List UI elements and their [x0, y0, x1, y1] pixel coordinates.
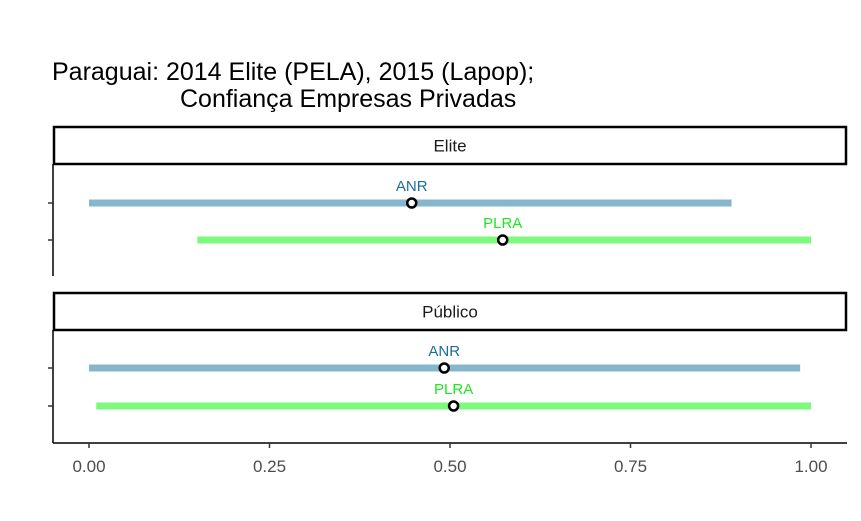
x-tick-label-4: 1.00	[794, 457, 827, 476]
point-elite-anr	[405, 197, 418, 209]
strip-label-elite: Elite	[433, 137, 466, 156]
point-elite-plra	[496, 234, 509, 246]
point-publico-anr	[438, 362, 450, 374]
x-tick-label-0: 0.00	[72, 457, 105, 476]
point-label-publico-anr: ANR	[428, 343, 460, 360]
strip-publico	[52, 291, 848, 332]
chart-title-line-1: Paraguai: 2014 Elite (PELA), 2015 (Lapop…	[52, 58, 534, 86]
x-tick-label-1: 0.25	[253, 457, 286, 476]
x-tick-label-2: 0.50	[433, 457, 466, 476]
point-label-publico-plra: PLRA	[434, 381, 473, 398]
strip-elite	[52, 125, 848, 166]
point-label-elite-anr: ANR	[396, 178, 428, 195]
point-label-elite-plra: PLRA	[483, 215, 522, 232]
strip-label-publico: Público	[422, 303, 478, 322]
point-publico-plra	[447, 400, 460, 412]
chart-title-line-2: Confiança Empresas Privadas	[180, 85, 516, 113]
x-tick-label-3: 0.75	[614, 457, 647, 476]
plot-area: Elite ANR PLRA Público ANR PLRA 0.00 0.25 0.50 0.…	[48, 125, 848, 476]
